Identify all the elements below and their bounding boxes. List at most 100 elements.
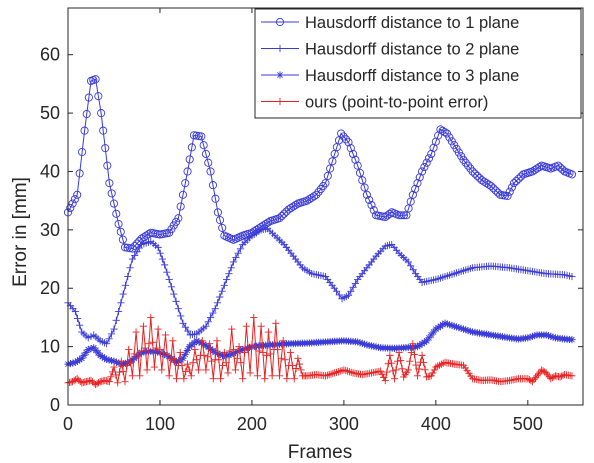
series-1-marker: [420, 163, 429, 172]
series-4-marker: [530, 376, 538, 384]
series-2-marker: [232, 253, 240, 262]
series-3-marker: [243, 344, 251, 352]
series-4-marker: [533, 372, 541, 380]
series-3-marker: [524, 334, 532, 342]
series-1-marker: [289, 202, 298, 211]
series-2-marker: [174, 305, 182, 313]
series-1-marker: [470, 169, 479, 178]
legend-entry: Hausdorff distance to 2 plane: [261, 41, 519, 59]
series-3-marker: [358, 339, 366, 348]
series-1-marker: [424, 154, 434, 163]
series-4-marker: [544, 371, 552, 379]
series-4-marker: [430, 366, 438, 374]
series-3-marker: [236, 346, 244, 355]
legend-label: Hausdorff distance to 1 plane: [305, 14, 519, 32]
series-1-marker: [351, 155, 360, 164]
series-2-marker: [167, 283, 176, 291]
series-1-marker: [112, 209, 121, 218]
series-2-marker: [114, 307, 123, 316]
series-4-marker: [331, 369, 339, 377]
series-4-marker: [272, 319, 280, 327]
series-1-marker: [176, 202, 185, 211]
series-1-marker: [66, 203, 75, 213]
series-layer: [63, 75, 577, 389]
series-1-marker: [473, 171, 482, 180]
series-1-marker: [447, 137, 456, 146]
series-1-marker: [213, 208, 222, 217]
series-4-marker: [429, 369, 437, 377]
series-3-marker: [427, 331, 435, 339]
series-3-marker: [69, 359, 77, 367]
series-2-marker: [121, 281, 130, 289]
series-1-marker: [105, 179, 114, 188]
series-2-marker: [407, 262, 415, 270]
series-4-marker: [266, 350, 274, 358]
series-4-marker: [395, 348, 403, 357]
series-3-marker: [443, 320, 451, 328]
legend-entry: Hausdorff distance to 1 plane: [261, 14, 519, 32]
series-2-marker: [110, 325, 118, 333]
series-3-marker: [365, 341, 373, 349]
series-1-marker: [413, 179, 422, 188]
series-4-marker: [380, 373, 388, 381]
series-4-marker: [204, 353, 212, 361]
series-4-marker: [557, 372, 566, 380]
series-1-marker: [509, 179, 519, 188]
legend-label: Hausdorff distance to 2 plane: [305, 41, 519, 59]
series-2-marker: [234, 249, 242, 257]
series-4-marker: [105, 378, 113, 386]
series-3-marker: [413, 343, 422, 351]
series-3-marker: [354, 338, 362, 346]
series-4-marker: [93, 379, 101, 388]
series-3-marker: [181, 350, 189, 359]
series-4-marker: [538, 366, 546, 374]
series-4-marker: [207, 357, 216, 365]
series-1-marker: [528, 167, 537, 176]
series-4-marker: [432, 363, 440, 371]
series-4-marker: [220, 348, 228, 357]
series-4-marker: [145, 340, 153, 348]
series-2-marker: [229, 258, 238, 266]
series-4-marker: [209, 375, 217, 383]
series-1-marker: [183, 167, 192, 176]
series-4-marker: [261, 375, 269, 383]
series-1-marker: [174, 214, 183, 223]
series-2-marker: [404, 258, 412, 266]
series-3-marker: [439, 321, 447, 329]
series-1-marker: [346, 144, 355, 153]
x-tick-label: 400: [421, 414, 451, 434]
series-4-marker: [547, 375, 555, 383]
series-1-marker: [367, 200, 376, 210]
series-4-marker: [126, 359, 135, 367]
axes-layer: 0 100 200 300 400 500 0 10 20 30 40 50 60: [40, 7, 584, 434]
series-1-marker: [408, 190, 417, 199]
series-1-marker: [463, 161, 473, 170]
series-2-marker: [347, 287, 355, 295]
series-2-marker: [156, 249, 164, 257]
series-1-marker: [326, 164, 335, 173]
series-4-marker: [264, 328, 273, 336]
series-3-marker: [80, 351, 88, 359]
series-4-marker: [325, 371, 333, 379]
series-4-marker: [263, 351, 271, 359]
series-1-marker: [84, 93, 93, 102]
series-3-marker: [436, 322, 445, 330]
series-2-marker: [223, 275, 231, 284]
series-2-marker: [131, 251, 139, 259]
legend-marker: [276, 71, 284, 79]
series-4-marker: [541, 368, 549, 376]
series-3-marker: [87, 345, 95, 353]
plot-frame: [67, 7, 584, 406]
series-1-marker: [397, 211, 406, 220]
series-4-marker: [229, 345, 238, 354]
series-4-marker: [413, 372, 422, 380]
series-4-marker: [147, 313, 155, 322]
series-2-marker: [220, 281, 228, 289]
series-4-marker: [323, 371, 331, 379]
series-3-marker: [544, 332, 553, 340]
series-4-marker: [329, 369, 337, 378]
series-1-marker: [316, 184, 325, 194]
series-4-marker: [137, 347, 146, 355]
y-tick-label: 50: [40, 103, 60, 123]
